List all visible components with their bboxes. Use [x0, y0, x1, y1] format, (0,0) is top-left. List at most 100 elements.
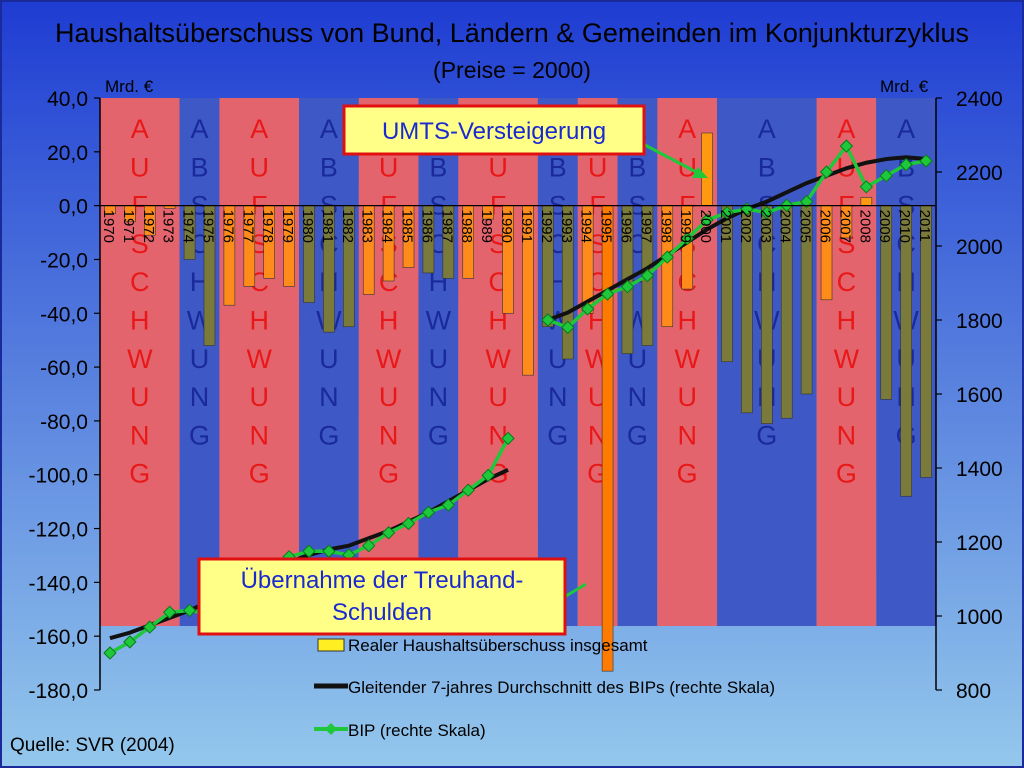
- phase-label-letter: G: [547, 420, 568, 450]
- phase-label-letter: A: [837, 114, 855, 144]
- phase-label-letter: W: [834, 344, 860, 374]
- phase-label-letter: S: [131, 229, 149, 259]
- x-tick-label: 1975: [199, 210, 216, 243]
- x-tick-label: 1973: [160, 210, 177, 243]
- source-note: Quelle: SVR (2004): [10, 735, 175, 756]
- x-tick-label: 1990: [498, 210, 515, 243]
- phase-label-letter: N: [677, 420, 697, 450]
- x-tick-label: 1980: [299, 210, 316, 243]
- bip-point-1971: [123, 635, 137, 649]
- right-tick-label: 800: [956, 680, 991, 703]
- left-tick-label: 0,0: [59, 196, 88, 219]
- phase-label-letter: W: [426, 306, 452, 336]
- phase-label-letter: W: [246, 344, 272, 374]
- x-tick-label: 1995: [598, 210, 615, 243]
- bip-point-1973: [162, 605, 177, 620]
- phase-label-letter: W: [485, 344, 511, 374]
- legend-swatch-bar: [317, 638, 345, 652]
- phase-label-letter: U: [488, 382, 508, 412]
- bip-point-1998: [660, 250, 674, 264]
- left-tick-label: -60,0: [40, 357, 88, 380]
- phase-label-letter: A: [678, 114, 696, 144]
- phase-label-letter: H: [249, 306, 269, 336]
- x-tick-label: 2009: [876, 210, 893, 243]
- x-tick-label: 2000: [697, 210, 714, 243]
- phase-label-letter: U: [837, 382, 857, 412]
- phase-label-letter: N: [429, 382, 449, 412]
- treuhand-arrow: [565, 582, 587, 598]
- bip-point-1997: [640, 268, 655, 283]
- legend-entry: Realer Haushaltsüberschuss insgesamt: [348, 636, 648, 655]
- x-tick-label: 2008: [856, 210, 873, 243]
- x-tick-label: 1972: [140, 210, 157, 243]
- right-tick-label: 1000: [956, 606, 1003, 629]
- bip-point-1984: [381, 526, 396, 540]
- x-tick-label: 1999: [677, 210, 694, 243]
- umts-arrow: [644, 143, 701, 176]
- bip-point-1996: [620, 279, 635, 294]
- x-tick-label: 1987: [438, 210, 455, 243]
- bar-2010: [900, 205, 912, 497]
- bar-2000: [701, 132, 713, 206]
- left-tick-label: -160,0: [28, 626, 88, 649]
- phase-label-letter: A: [320, 114, 338, 144]
- bar-2011: [920, 205, 932, 478]
- left-tick-label: -40,0: [40, 303, 88, 326]
- x-tick-label: 1979: [279, 210, 296, 243]
- right-tick-label: 2200: [956, 162, 1003, 185]
- phase-label-letter: U: [488, 152, 508, 182]
- phase-label-letter: H: [677, 306, 697, 336]
- bip-point-1983: [362, 538, 376, 553]
- bip-point-1986: [421, 505, 436, 520]
- phase-band-ab-1974: [179, 98, 220, 626]
- x-tick-label: 2005: [797, 210, 814, 243]
- phase-label-letter: G: [129, 459, 150, 489]
- x-tick-label: 2003: [757, 210, 774, 243]
- phase-band-ab-1992: [537, 98, 578, 626]
- bip-point-1981: [322, 544, 336, 558]
- treuhand-box: [197, 557, 567, 636]
- phase-label-letter: G: [756, 420, 777, 450]
- phase-label-letter: B: [429, 152, 447, 182]
- x-tick-label: 1974: [180, 210, 197, 243]
- phase-label-letter: A: [250, 114, 268, 144]
- left-tick-label: -140,0: [28, 572, 88, 595]
- bip-point-2011: [919, 154, 933, 168]
- phase-label-letter: W: [376, 344, 402, 374]
- umts-arrowhead: [692, 167, 708, 178]
- right-tick-label: 1600: [956, 384, 1003, 407]
- phase-label-letter: B: [628, 152, 646, 182]
- treuhand-label-line2: Schulden: [332, 599, 432, 626]
- phase-label-letter: N: [628, 382, 648, 412]
- bip-point-1993: [561, 320, 575, 335]
- umts-label: UMTS-Versteigerung: [382, 118, 606, 145]
- left-tick-label: -20,0: [40, 249, 88, 272]
- phase-label-letter: B: [320, 152, 338, 182]
- phase-label-letter: N: [837, 420, 857, 450]
- bip-point-2008: [859, 180, 874, 194]
- phase-band-auf-1976: [219, 98, 300, 626]
- phase-label-letter: U: [319, 344, 339, 374]
- phase-label-letter: W: [127, 344, 153, 374]
- bip-point-1994: [580, 302, 595, 316]
- bip-point-2006: [819, 165, 834, 179]
- right-axis-unit: Mrd. €: [880, 77, 929, 96]
- phase-label-letter: N: [130, 420, 150, 450]
- x-tick-label: 1976: [219, 210, 236, 243]
- phase-band-ab-1996: [617, 98, 658, 626]
- phase-label-letter: G: [627, 420, 648, 450]
- umts-box: [342, 104, 646, 156]
- phase-label-letter: C: [837, 267, 857, 297]
- bip-point-1970: [103, 646, 117, 660]
- left-tick-label: -180,0: [28, 680, 88, 703]
- treuhand-callout: Übernahme der Treuhand- Schulden: [197, 557, 587, 636]
- legend-entry: BIP (rechte Skala): [348, 721, 486, 740]
- phase-label-letter: B: [191, 152, 209, 182]
- x-tick-label: 1986: [418, 210, 435, 243]
- phase-label-letter: H: [130, 306, 150, 336]
- left-tick-label: -100,0: [28, 465, 88, 488]
- x-tick-label: 1991: [518, 210, 535, 243]
- x-tick-label: 1971: [120, 210, 137, 243]
- phase-label-letter: U: [429, 344, 449, 374]
- phase-label-letter: W: [674, 344, 700, 374]
